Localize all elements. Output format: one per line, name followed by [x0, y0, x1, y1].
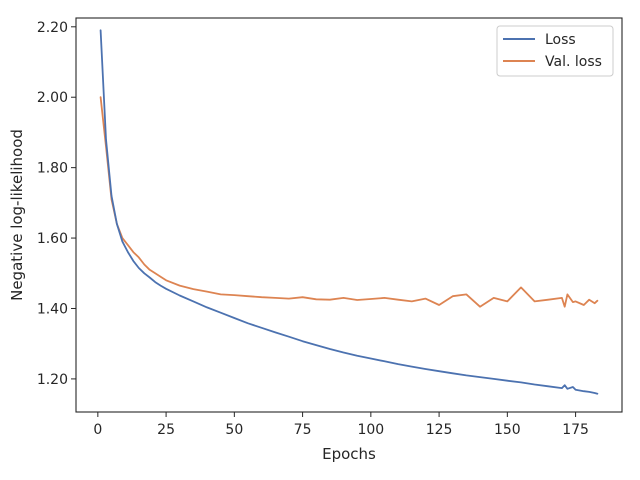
legend: Loss Val. loss: [496, 25, 614, 77]
plot-frame: [75, 17, 623, 413]
x-axis-label: Epochs: [322, 445, 376, 463]
legend-label-loss: Loss: [545, 32, 576, 48]
y-tick-label: 1.40: [37, 301, 68, 317]
x-tick-label: 175: [562, 422, 589, 438]
series-layer: [99, 29, 599, 395]
y-tick-label: 2.20: [37, 20, 68, 36]
y-tick-label: 1.20: [37, 372, 68, 388]
legend-label-val-loss: Val. loss: [545, 54, 602, 70]
plot-background: [76, 18, 622, 412]
x-tick-label: 50: [225, 422, 243, 438]
y-tick-label: 2.00: [37, 90, 68, 106]
x-tick-label: 75: [294, 422, 312, 438]
y-tick-label: 1.60: [37, 231, 68, 247]
series-line-val-loss: [99, 96, 599, 308]
series-line-loss: [99, 29, 599, 395]
x-tick-label: 25: [157, 422, 175, 438]
x-tick-label: 125: [426, 422, 453, 438]
x-tick-label: 0: [93, 422, 102, 438]
x-axis: 0 25 50 75 100 125 150 175: [93, 412, 589, 438]
y-axis-label: Negative log-likelihood: [8, 129, 26, 301]
y-axis: 1.20 1.40 1.60 1.80 2.00 2.20: [37, 20, 76, 388]
x-tick-label: 150: [494, 422, 521, 438]
y-tick-label: 1.80: [37, 161, 68, 177]
x-tick-label: 100: [357, 422, 384, 438]
